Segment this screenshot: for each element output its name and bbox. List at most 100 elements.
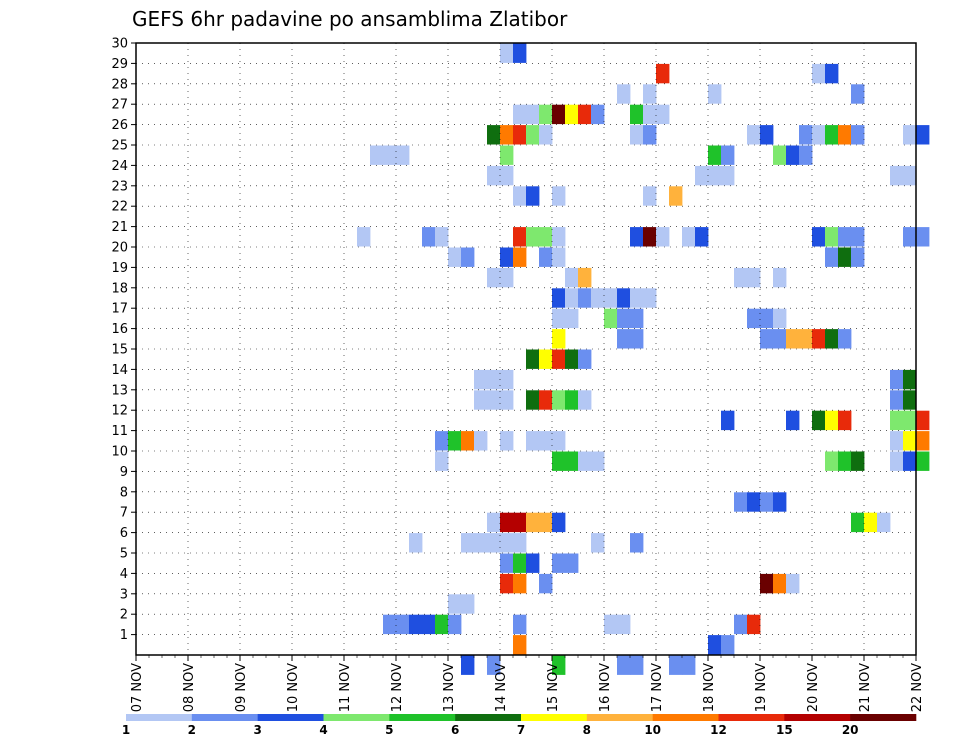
heatmap-cell — [903, 390, 917, 410]
heatmap-cell — [916, 125, 930, 145]
heatmap-cell — [747, 614, 761, 635]
y-tick-label: 3 — [120, 587, 128, 602]
heatmap-cell — [890, 390, 904, 410]
heatmap-cell — [578, 451, 592, 471]
heatmap-cell — [565, 553, 579, 573]
colorbar-label: 3 — [253, 723, 261, 737]
y-tick-label: 4 — [120, 567, 128, 582]
x-tick-label: 13 NOV — [442, 663, 457, 712]
x-tick-label: 07 NOV — [130, 663, 145, 712]
colorbar-swatch — [652, 714, 719, 721]
heatmap-cell — [474, 369, 488, 390]
y-tick-label: 28 — [111, 77, 128, 92]
x-tick-label: 11 NOV — [338, 663, 353, 712]
heatmap-cell — [448, 247, 462, 267]
y-tick-label: 25 — [111, 139, 128, 154]
heatmap-cell — [487, 655, 501, 675]
colorbar-swatch — [257, 714, 324, 721]
colorbar-swatch — [586, 714, 653, 721]
heatmap-cell — [747, 492, 761, 512]
y-tick-label: 21 — [111, 220, 128, 235]
heatmap-cell — [617, 84, 631, 104]
heatmap-cell — [721, 145, 735, 165]
heatmap-cell — [630, 308, 644, 329]
heatmap-cell — [890, 410, 904, 431]
heatmap-cell — [773, 145, 787, 165]
heatmap-cell — [916, 410, 930, 431]
heatmap-cell — [812, 329, 826, 349]
heatmap-cell — [630, 125, 644, 145]
heatmap-cell — [812, 227, 826, 247]
heatmap-cell — [552, 553, 566, 573]
heatmap-cell — [539, 431, 553, 451]
heatmap-cell — [500, 125, 514, 145]
x-tick-label: 22 NOV — [910, 663, 925, 712]
heatmap-cell — [552, 451, 566, 471]
heatmap-cell — [578, 104, 592, 125]
heatmap-cell — [760, 329, 774, 349]
heatmap-cell — [396, 614, 410, 635]
colorbar-swatch — [323, 714, 390, 721]
heatmap-cell — [474, 431, 488, 451]
x-tick-label: 12 NOV — [390, 663, 405, 712]
heatmap-cell — [539, 512, 553, 533]
heatmap-cell — [669, 186, 683, 206]
y-tick-label: 20 — [111, 241, 128, 256]
heatmap-cell — [448, 594, 462, 614]
y-tick-label: 6 — [120, 526, 128, 541]
heatmap-cell — [682, 227, 696, 247]
heatmap-cell — [812, 125, 826, 145]
x-tick-label: 15 NOV — [546, 663, 561, 712]
heatmap-cell — [565, 267, 579, 288]
heatmap-cell — [435, 227, 449, 247]
heatmap-cell — [591, 104, 605, 125]
y-tick-label: 7 — [120, 506, 128, 521]
heatmap-cell — [591, 533, 605, 553]
heatmap-cell — [552, 227, 566, 247]
heatmap-cell — [422, 227, 436, 247]
heatmap-cell — [552, 431, 566, 451]
heatmap-cell — [851, 247, 865, 267]
heatmap-cell — [799, 329, 813, 349]
heatmap-cell — [903, 125, 917, 145]
heatmap-cell — [773, 308, 787, 329]
heatmap-cell — [656, 104, 670, 125]
y-tick-label: 14 — [111, 363, 128, 378]
colorbar-label: 2 — [188, 723, 196, 737]
heatmap-cell — [448, 431, 462, 451]
heatmap-cell — [552, 186, 566, 206]
colorbar-label: 12 — [710, 723, 727, 737]
heatmap-cell — [591, 288, 605, 308]
heatmap-cell — [916, 227, 930, 247]
heatmap-cell — [513, 125, 527, 145]
heatmap-cell — [487, 512, 501, 533]
heatmap-cell — [903, 369, 917, 390]
heatmap-cell — [708, 635, 722, 655]
heatmap-cell — [461, 247, 475, 267]
heatmap-cell — [526, 512, 540, 533]
heatmap-cell — [513, 512, 527, 533]
heatmap-cell — [877, 512, 891, 533]
heatmap-cell — [708, 165, 722, 186]
heatmap-cell — [487, 533, 501, 553]
heatmap-cell — [513, 533, 527, 553]
heatmap-cell — [539, 247, 553, 267]
heatmap-cell — [513, 227, 527, 247]
heatmap-cell — [734, 267, 748, 288]
colorbar-label: 7 — [517, 723, 525, 737]
y-tick-label: 17 — [111, 302, 128, 317]
heatmap-cell — [643, 227, 657, 247]
heatmap-cell — [552, 512, 566, 533]
y-tick-label: 29 — [111, 57, 128, 72]
heatmap-cell — [565, 349, 579, 369]
heatmap-cell — [604, 308, 618, 329]
heatmap-cell — [513, 614, 527, 635]
heatmap-cell — [903, 165, 917, 186]
x-tick-label: 16 NOV — [598, 663, 613, 712]
heatmap-cell — [383, 145, 397, 165]
heatmap-cell — [630, 288, 644, 308]
heatmap-cell — [890, 165, 904, 186]
heatmap-cell — [526, 553, 540, 573]
heatmap-cell — [708, 84, 722, 104]
